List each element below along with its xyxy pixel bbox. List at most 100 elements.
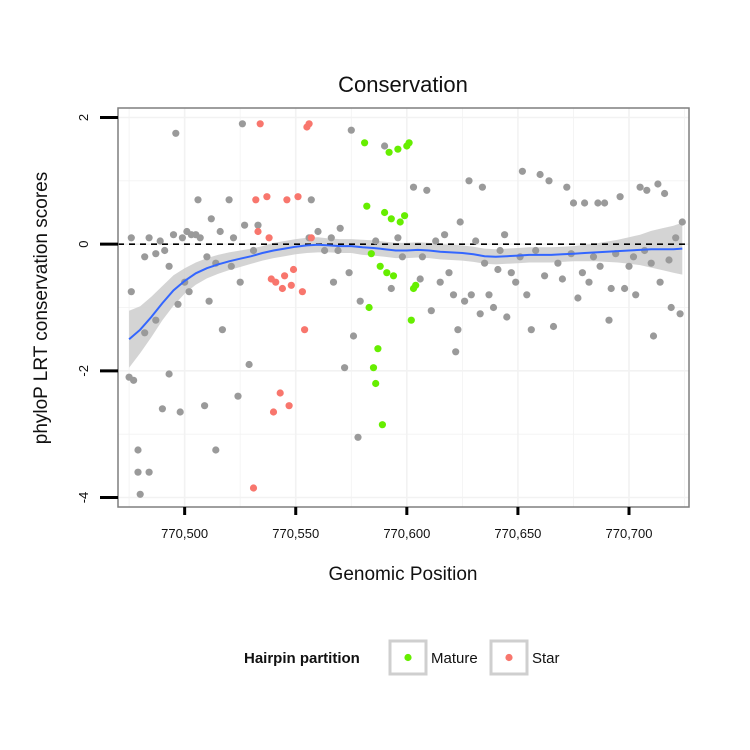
data-point-other <box>445 269 453 277</box>
data-point-other <box>661 189 669 198</box>
data-point-star <box>265 234 273 242</box>
data-point-other <box>549 322 558 331</box>
data-point-mature <box>374 345 382 353</box>
data-point-star <box>298 288 306 296</box>
data-point-other <box>152 316 160 324</box>
data-point-other <box>518 167 527 175</box>
data-point-other <box>643 186 651 194</box>
data-point-star <box>307 234 315 242</box>
data-point-other <box>494 265 502 274</box>
data-point-other <box>127 234 135 242</box>
data-point-other <box>427 307 435 315</box>
data-point-mature <box>387 215 395 223</box>
smooth-curve <box>128 243 683 340</box>
data-point-mature <box>405 139 413 147</box>
chart-title: Conservation <box>338 72 468 97</box>
data-point-other <box>489 303 498 312</box>
data-point-other <box>327 234 335 242</box>
y-axis: -4 -2 0 2 <box>76 114 118 503</box>
data-point-other <box>616 193 624 201</box>
x-tick-label: 770,500 <box>161 526 208 541</box>
data-point-other <box>581 199 589 207</box>
data-point-mature <box>367 250 375 258</box>
data-point-other <box>207 215 215 223</box>
x-tick-label: 770,650 <box>494 526 541 541</box>
data-point-other <box>145 234 153 242</box>
data-point-star <box>269 408 278 416</box>
data-point-other <box>387 284 395 293</box>
data-point-other <box>245 360 253 369</box>
data-point-other <box>516 253 524 261</box>
data-point-other <box>169 231 178 239</box>
data-point-other <box>314 227 322 236</box>
data-point-other <box>476 310 484 318</box>
data-point-mature <box>383 269 391 277</box>
legend-label-mature: Mature <box>431 650 478 667</box>
data-point-other <box>541 272 549 280</box>
data-point-mature <box>361 139 369 147</box>
data-point-other <box>607 284 615 293</box>
data-point-other <box>647 259 655 267</box>
data-point-mature <box>407 316 415 324</box>
data-point-other <box>136 490 144 498</box>
data-point-other <box>467 291 475 299</box>
data-point-other <box>178 234 186 242</box>
confidence-band <box>129 222 683 368</box>
legend-title: Hairpin partition <box>244 650 360 667</box>
data-point-other <box>236 278 244 286</box>
data-point-mature <box>401 212 409 220</box>
data-point-other <box>354 433 362 441</box>
x-axis: 770,500 770,550 770,600 770,650 770,700 <box>161 507 653 541</box>
data-point-star <box>281 272 289 280</box>
data-point-mature <box>378 421 386 429</box>
data-point-other <box>496 246 504 255</box>
data-point-other <box>203 253 211 261</box>
data-point-other <box>152 250 160 258</box>
data-point-other <box>127 288 135 296</box>
data-point-other <box>423 186 431 194</box>
data-point-other <box>563 183 571 191</box>
data-point-other <box>381 142 389 150</box>
data-point-other <box>523 291 531 299</box>
data-point-other <box>416 275 424 283</box>
data-point-mature <box>381 208 389 217</box>
data-point-other <box>329 278 338 286</box>
data-point-other <box>141 329 149 337</box>
data-point-other <box>507 269 515 277</box>
data-point-star <box>263 193 271 201</box>
data-point-other <box>512 278 520 286</box>
data-point-other <box>594 199 602 207</box>
data-point-other <box>185 288 193 296</box>
data-point-star <box>276 389 284 397</box>
x-tick-label: 770,550 <box>272 526 319 541</box>
data-point-mature <box>363 202 371 210</box>
y-tick-label: 2 <box>76 114 91 121</box>
data-point-other <box>485 291 493 299</box>
data-point-other <box>418 253 426 261</box>
data-point-other <box>667 303 675 312</box>
data-point-other <box>672 234 680 242</box>
data-point-other <box>461 297 469 305</box>
data-point-other <box>134 468 142 476</box>
data-point-other <box>574 294 582 302</box>
data-point-star <box>285 402 293 410</box>
data-point-other <box>321 246 329 255</box>
x-axis-title: Genomic Position <box>329 564 478 585</box>
data-point-other <box>432 237 440 245</box>
data-point-other <box>601 199 609 207</box>
legend-swatch-mature <box>404 653 412 662</box>
data-point-other <box>307 196 315 204</box>
x-tick-label: 770,600 <box>383 526 430 541</box>
data-point-other <box>449 291 458 299</box>
plot-border <box>117 107 690 508</box>
data-point-star <box>254 227 262 236</box>
data-point-other <box>636 183 644 191</box>
data-point-other <box>347 126 355 134</box>
data-point-other <box>141 253 149 261</box>
data-point-other <box>625 262 633 270</box>
data-point-other <box>336 224 344 232</box>
data-point-other <box>441 231 449 239</box>
data-point-other <box>356 297 364 305</box>
data-point-other <box>501 231 509 239</box>
data-point-other <box>596 262 604 270</box>
